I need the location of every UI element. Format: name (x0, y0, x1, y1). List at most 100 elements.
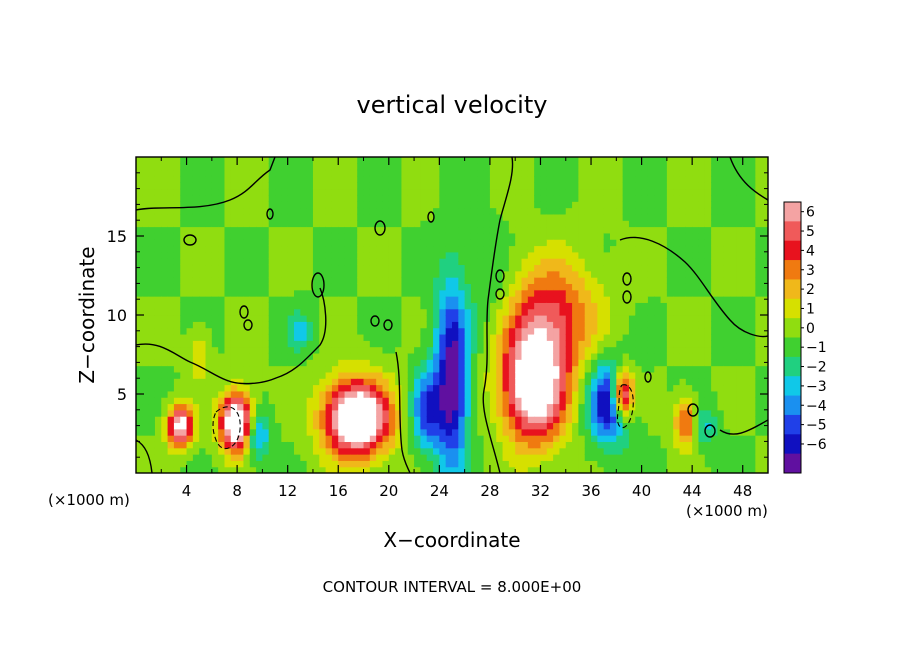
field-cell (489, 169, 497, 177)
field-cell (628, 340, 636, 348)
field-cell (591, 327, 598, 335)
field-cell (407, 296, 415, 303)
field-cell (414, 188, 421, 196)
field-cell (205, 359, 213, 367)
field-cell (287, 378, 295, 386)
field-cell (736, 188, 744, 196)
field-cell (578, 175, 586, 183)
field-cell (546, 289, 554, 297)
field-cell (300, 466, 308, 473)
field-cell (464, 333, 472, 341)
field-cell (173, 188, 181, 196)
field-cell (199, 258, 207, 266)
field-cell (603, 226, 611, 234)
field-cell (749, 169, 756, 177)
field-cell (711, 157, 719, 164)
field-cell (477, 182, 485, 190)
field-cell (666, 340, 674, 348)
field-cell (584, 371, 592, 379)
field-cell (540, 397, 548, 405)
field-cell (357, 340, 365, 348)
field-cell (572, 441, 579, 449)
field-cell (312, 169, 320, 177)
field-cell (369, 460, 377, 468)
field-cell (173, 296, 181, 303)
field-cell (603, 182, 611, 190)
field-cell (344, 245, 352, 253)
field-cell (477, 296, 485, 303)
field-cell (281, 390, 289, 398)
field-cell (685, 428, 693, 436)
field-cell (698, 194, 706, 202)
field-cell (218, 163, 226, 171)
field-cell (249, 403, 257, 411)
field-cell (616, 157, 624, 164)
field-cell (256, 270, 263, 278)
field-cell (452, 416, 459, 424)
field-cell (711, 220, 719, 228)
field-cell (622, 390, 630, 398)
field-cell (331, 409, 339, 417)
field-cell (319, 302, 327, 310)
field-cell (597, 403, 605, 411)
field-cell (180, 409, 188, 417)
field-cell (685, 207, 693, 215)
field-cell (666, 207, 674, 215)
field-cell (546, 277, 554, 284)
field-cell (546, 220, 554, 228)
field-cell (489, 207, 497, 215)
field-cell (275, 251, 282, 259)
field-cell (173, 245, 181, 253)
field-cell (597, 169, 605, 177)
field-cell (338, 289, 346, 297)
field-cell (249, 264, 257, 272)
field-cell (243, 397, 251, 405)
field-cell (565, 359, 573, 367)
field-cell (249, 460, 257, 468)
field-cell (262, 384, 270, 392)
field-cell (502, 264, 510, 272)
field-cell (420, 403, 428, 411)
field-cell (452, 277, 459, 284)
field-cell (401, 194, 409, 202)
field-cell (654, 466, 662, 473)
field-cell (755, 258, 763, 266)
field-cell (628, 296, 636, 303)
field-cell (338, 251, 346, 259)
field-cell (300, 207, 308, 215)
field-cell (218, 239, 226, 247)
field-cell (730, 258, 737, 266)
field-cell (610, 321, 617, 329)
field-cell (477, 157, 485, 164)
field-cell (268, 378, 276, 386)
field-cell (224, 409, 232, 417)
field-cell (211, 416, 219, 424)
field-cell (679, 169, 687, 177)
field-cell (698, 397, 706, 405)
field-cell (382, 371, 390, 379)
field-cell (363, 378, 371, 386)
field-cell (578, 454, 586, 461)
field-cell (553, 169, 561, 177)
field-cell (749, 163, 756, 171)
field-cell (192, 447, 200, 455)
field-cell (294, 333, 301, 341)
field-cell (331, 346, 339, 354)
field-cell (237, 201, 245, 209)
field-cell (565, 296, 573, 303)
field-cell (426, 182, 434, 190)
field-cell (199, 207, 207, 215)
field-cell (610, 359, 617, 367)
field-cell (559, 277, 567, 284)
field-cell (717, 365, 725, 373)
field-cell (224, 296, 232, 303)
field-cell (161, 213, 169, 221)
field-cell (262, 466, 270, 473)
field-cell (167, 175, 175, 183)
field-cell (742, 327, 750, 335)
field-cell (382, 409, 390, 417)
field-cell (173, 466, 181, 473)
field-cell (376, 378, 384, 386)
field-cell (723, 428, 731, 436)
field-cell (704, 194, 712, 202)
